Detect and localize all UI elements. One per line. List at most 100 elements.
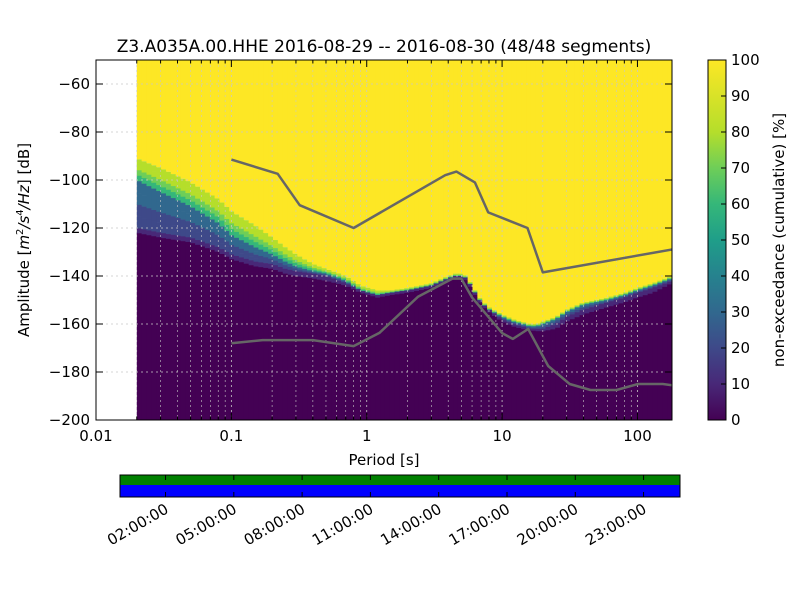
heat-cell-mid [297, 264, 303, 268]
heat-cell-mid [574, 311, 581, 313]
heat-cell-mid [214, 216, 221, 223]
heat-cell-mid [662, 281, 668, 283]
colorbar: 0 10 20 30 40 50 60 70 80 90 100 non-exceedance (c… [707, 51, 788, 429]
heat-cell-high [453, 60, 459, 274]
heat-cell-low [574, 312, 581, 318]
time-bar-tick-label: 02:00:00 [104, 500, 171, 549]
heat-cell-mid [321, 273, 328, 275]
heat-cell-low [623, 297, 629, 303]
heat-cell-mid [321, 273, 328, 275]
heat-cell-mid [248, 248, 255, 254]
heat-cell-mid [263, 237, 269, 243]
heat-cell-mid [633, 289, 639, 291]
heat-cell-mid [574, 309, 581, 312]
heat-cell-mid [560, 318, 566, 320]
heat-cell-mid [608, 300, 615, 302]
heat-cell-floor [151, 236, 157, 420]
heat-cell-high [316, 60, 323, 267]
heat-cell-floor [341, 285, 347, 420]
heat-cell-mid [599, 302, 605, 304]
time-bar-tick-label: 05:00:00 [172, 500, 239, 549]
heat-cell-mid [380, 293, 386, 295]
heat-cell-low [535, 328, 542, 332]
heat-cell-mid [248, 223, 255, 229]
heat-cell-high [438, 60, 444, 280]
heat-cell-floor [365, 294, 371, 420]
heat-cell-mid [229, 244, 235, 250]
heat-cell-mid [657, 281, 663, 283]
heat-cell-mid [637, 288, 644, 290]
heat-cell-mid [263, 257, 269, 261]
heat-cell-floor [633, 298, 639, 420]
heat-cell-high [365, 60, 371, 288]
heat-cell-mid [647, 287, 654, 289]
heat-cell-mid [589, 301, 595, 303]
heat-cell-mid [564, 309, 571, 311]
heat-cell-mid [156, 191, 162, 202]
heat-cell-high [637, 60, 644, 288]
heat-cell-mid [234, 231, 240, 239]
heat-cell-floor [146, 235, 152, 420]
heat-cell-low [141, 229, 148, 235]
heat-cell-mid [457, 273, 464, 275]
heat-cell-low [253, 261, 259, 267]
heat-cell-mid [584, 304, 590, 306]
heat-cell-mid [652, 282, 659, 284]
heat-cell-mid [341, 278, 347, 281]
heat-cell-mid [652, 284, 659, 286]
heat-cell-mid [200, 189, 206, 196]
heat-cell-mid [535, 325, 542, 327]
heat-cell-floor [350, 289, 357, 420]
heat-cell-high [511, 60, 517, 320]
heat-cell-mid [608, 296, 615, 298]
heat-cell-high [384, 60, 391, 291]
heat-cell-low [268, 263, 274, 269]
heat-cell-low [423, 286, 430, 290]
heat-cell-mid [229, 240, 235, 246]
heat-cell-mid [633, 291, 639, 293]
time-bar-tick-label: 14:00:00 [377, 500, 444, 549]
heat-cell-mid [647, 284, 654, 286]
heat-cell-floor [200, 246, 206, 420]
heat-cell-mid [268, 240, 274, 246]
heat-cell-mid [170, 216, 177, 226]
heat-cell-mid [336, 275, 342, 278]
heat-cell-mid [516, 324, 522, 326]
heat-cell-mid [409, 287, 415, 289]
heat-cell-mid [136, 175, 143, 182]
heat-cell-mid [457, 274, 464, 276]
heat-cell-mid [574, 305, 581, 307]
heat-cell-mid [477, 297, 483, 299]
heat-cell-mid [190, 215, 196, 224]
heat-cell-mid [462, 275, 469, 277]
heat-cell-mid [569, 307, 576, 309]
heat-cell-low [287, 269, 294, 275]
heat-cell-mid [545, 325, 551, 328]
heat-cell-mid [462, 275, 469, 277]
heat-cell-mid [457, 274, 464, 276]
heat-cell-mid [204, 198, 211, 205]
heat-cell-floor [667, 284, 672, 420]
x-tick-label: 0.1 [219, 427, 243, 445]
heat-cell-floor [491, 315, 498, 420]
heat-cell-high [282, 60, 289, 248]
heat-cell-floor [156, 237, 162, 420]
heat-cell-high [472, 60, 478, 291]
heat-cell-floor [219, 254, 225, 420]
heat-cell-low [433, 283, 440, 287]
heat-cell-mid [375, 290, 381, 292]
heat-cell-floor [637, 296, 644, 420]
heat-cell-high [564, 60, 571, 310]
heat-cell-mid [141, 195, 148, 207]
heat-cell-floor [496, 319, 503, 420]
heat-cell-mid [418, 286, 425, 288]
heat-cell-low [238, 257, 245, 263]
heat-cell-mid [564, 311, 571, 314]
heat-cell-mid [491, 311, 498, 313]
heat-cell-mid [501, 319, 508, 321]
heat-cell-high [608, 60, 615, 297]
heat-cell-mid [258, 255, 264, 260]
heat-cell-mid [555, 321, 561, 324]
heat-cell-mid [307, 266, 313, 269]
heat-cell-high [272, 60, 279, 241]
